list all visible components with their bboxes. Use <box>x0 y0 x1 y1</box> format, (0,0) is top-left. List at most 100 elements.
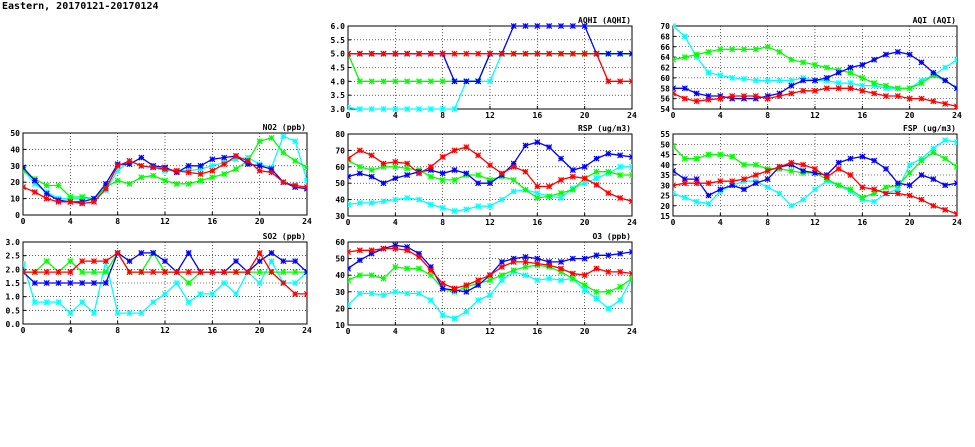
data-point <box>463 50 470 57</box>
data-point <box>475 78 482 85</box>
data-point <box>368 199 375 206</box>
data-point <box>55 269 62 276</box>
y-tick-label: 60 <box>660 74 670 83</box>
marker-stroke <box>348 173 352 178</box>
series-group <box>348 139 632 215</box>
data-point <box>835 182 842 189</box>
data-point <box>953 163 957 170</box>
data-point <box>788 167 795 174</box>
data-point <box>534 190 541 197</box>
data-point <box>835 80 842 87</box>
data-point <box>392 50 399 57</box>
x-tick-label: 24 <box>952 218 962 227</box>
data-point <box>859 61 866 68</box>
data-point <box>510 176 517 183</box>
data-point <box>894 180 901 187</box>
data-point <box>475 297 482 304</box>
data-point <box>752 77 759 84</box>
x-tick-label: 12 <box>485 111 495 120</box>
chart-aqhi: 0 4 8 12 16 20 24 3.0 3.5 4.0 4.5 5.0 5.5 6.0 AQHI (AQ… <box>331 16 637 120</box>
data-point <box>348 155 352 162</box>
data-point <box>161 269 169 276</box>
data-point <box>581 287 588 294</box>
data-point <box>90 198 98 205</box>
y-tick-label: 15 <box>660 212 670 221</box>
data-point <box>847 69 854 76</box>
marker-stroke <box>673 87 677 92</box>
data-point <box>752 46 759 53</box>
data-point <box>268 134 275 141</box>
data-point <box>368 105 375 113</box>
y-tick-label: 3.0 <box>331 105 346 114</box>
data-point <box>510 163 517 170</box>
data-point <box>280 258 287 265</box>
data-point <box>823 64 830 71</box>
data-point <box>256 167 263 174</box>
data-point <box>197 269 204 276</box>
data-point <box>581 282 588 289</box>
data-point <box>55 299 62 306</box>
data-point <box>705 48 712 55</box>
data-point <box>617 50 624 57</box>
data-point <box>232 290 240 297</box>
data-point <box>605 268 612 275</box>
data-point <box>693 90 700 97</box>
data-point <box>404 50 411 57</box>
data-point <box>415 196 423 203</box>
data-point <box>546 183 553 190</box>
data-point <box>280 133 287 140</box>
data-point <box>522 263 529 270</box>
data-point <box>280 269 287 276</box>
marker-stroke <box>348 203 352 208</box>
data-point <box>256 269 263 276</box>
data-point <box>280 279 287 287</box>
data-point <box>415 290 423 297</box>
marker-stroke <box>628 277 632 282</box>
x-tick-label: 24 <box>302 326 312 335</box>
data-point <box>475 180 482 187</box>
data-point <box>800 167 807 174</box>
data-point <box>930 69 937 76</box>
data-point <box>79 258 86 265</box>
y-tick-label: 25 <box>660 192 670 201</box>
data-point <box>31 189 38 196</box>
y-tick-label: 4.5 <box>331 64 346 73</box>
data-point <box>439 170 446 177</box>
data-point <box>303 164 307 171</box>
data-point <box>197 162 204 169</box>
data-point <box>268 169 275 176</box>
data-point <box>31 279 38 287</box>
x-tick-label: 8 <box>115 326 120 335</box>
data-point <box>368 247 375 254</box>
data-point <box>835 85 842 92</box>
data-point <box>232 166 240 173</box>
marker-stroke <box>348 201 352 206</box>
data-point <box>729 178 736 185</box>
marker-stroke <box>303 293 307 297</box>
page-title: Eastern, 20170121-20170124 <box>2 1 159 12</box>
data-point <box>776 77 783 84</box>
marker-stroke <box>953 165 957 170</box>
marker-stroke <box>23 271 27 276</box>
data-point <box>79 299 86 306</box>
data-point <box>882 165 890 172</box>
data-point <box>930 149 937 156</box>
y-tick-label: 10 <box>10 195 20 204</box>
data-point <box>906 192 913 199</box>
data-point <box>906 95 913 102</box>
data-point <box>404 160 411 167</box>
data-point <box>90 258 98 265</box>
data-point <box>593 155 600 162</box>
data-point <box>356 170 363 177</box>
marker-stroke <box>953 56 957 61</box>
data-point <box>256 138 263 145</box>
data-point <box>628 153 632 160</box>
data-point <box>581 180 588 187</box>
data-point <box>811 186 819 193</box>
x-tick-label: 4 <box>68 326 73 335</box>
data-point <box>628 171 632 179</box>
y-tick-label: 50 <box>660 140 670 149</box>
data-point <box>427 105 434 113</box>
data-point <box>185 299 192 306</box>
data-point <box>534 255 541 262</box>
